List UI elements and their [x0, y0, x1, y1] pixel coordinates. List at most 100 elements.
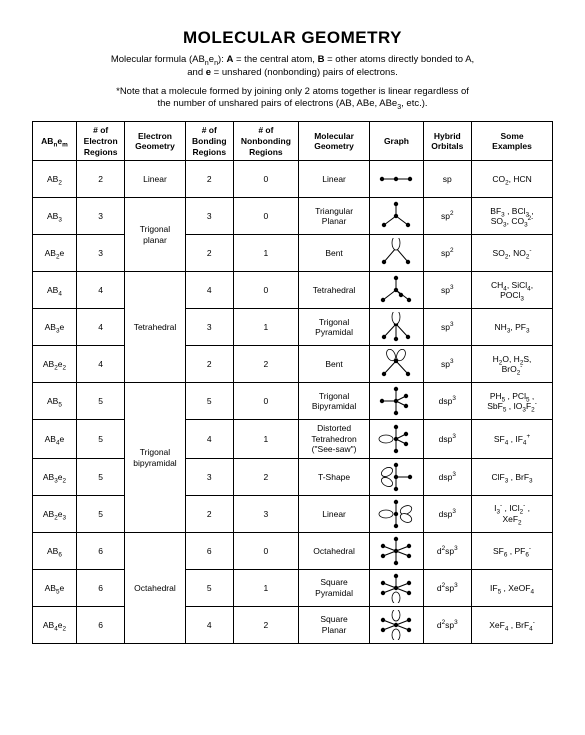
- cell-formula: AB5e: [33, 570, 77, 607]
- cell-nonbonding-regions: 2: [234, 346, 299, 383]
- cell-hybrid-orbitals: sp: [423, 161, 472, 198]
- cell-nonbonding-regions: 1: [234, 309, 299, 346]
- note: *Note that a molecule formed by joining …: [32, 86, 553, 112]
- cell-graph: [370, 420, 423, 459]
- cell-graph: [370, 496, 423, 533]
- cell-electron-regions: 4: [76, 272, 125, 309]
- h-formula: ABnem: [33, 122, 77, 161]
- cell-hybrid-orbitals: d2sp3: [423, 607, 472, 644]
- cell-electron-regions: 5: [76, 496, 125, 533]
- cell-electron-regions: 6: [76, 607, 125, 644]
- cell-bonding-regions: 3: [185, 459, 234, 496]
- cell-formula: AB3e2: [33, 459, 77, 496]
- cell-graph: [370, 383, 423, 420]
- cell-hybrid-orbitals: sp2: [423, 198, 472, 235]
- cell-electron-regions: 5: [76, 420, 125, 459]
- cell-hybrid-orbitals: sp3: [423, 309, 472, 346]
- cell-formula: AB2e: [33, 235, 77, 272]
- cell-bonding-regions: 2: [185, 161, 234, 198]
- cell-nonbonding-regions: 2: [234, 607, 299, 644]
- table-row: AB4e541DistortedTetrahedron("See-saw")ds…: [33, 420, 553, 459]
- h-electron-regions: # ofElectronRegions: [76, 122, 125, 161]
- cell-formula: AB4e: [33, 420, 77, 459]
- cell-examples: I3- , ICl2- ,XeF2: [472, 496, 553, 533]
- cell-nonbonding-regions: 0: [234, 533, 299, 570]
- table-row: AB33Trigonalplanar30TriangularPlanarsp2B…: [33, 198, 553, 235]
- h-examples: SomeExamples: [472, 122, 553, 161]
- cell-molecular-geometry: Tetrahedral: [298, 272, 370, 309]
- table-row: AB22Linear20LinearspCO2, HCN: [33, 161, 553, 198]
- cell-nonbonding-regions: 1: [234, 420, 299, 459]
- cell-electron-regions: 4: [76, 309, 125, 346]
- cell-nonbonding-regions: 3: [234, 496, 299, 533]
- cell-bonding-regions: 4: [185, 272, 234, 309]
- cell-electron-regions: 3: [76, 235, 125, 272]
- cell-nonbonding-regions: 0: [234, 198, 299, 235]
- cell-bonding-regions: 3: [185, 198, 234, 235]
- cell-graph: [370, 272, 423, 309]
- h-electron-geometry: ElectronGeometry: [125, 122, 185, 161]
- cell-electron-regions: 5: [76, 383, 125, 420]
- cell-electron-regions: 4: [76, 346, 125, 383]
- cell-bonding-regions: 2: [185, 346, 234, 383]
- cell-molecular-geometry: DistortedTetrahedron("See-saw"): [298, 420, 370, 459]
- cell-examples: H2O, H2S,BrO2-: [472, 346, 553, 383]
- table-row: AB44Tetrahedral40Tetrahedralsp3CH4, SiCl…: [33, 272, 553, 309]
- cell-electron-geometry: Trigonalplanar: [125, 198, 185, 272]
- h-molecular-geometry: MolecularGeometry: [298, 122, 370, 161]
- cell-graph: [370, 235, 423, 272]
- cell-graph: [370, 198, 423, 235]
- cell-examples: XeF4 , BrF4-: [472, 607, 553, 644]
- cell-graph: [370, 346, 423, 383]
- cell-formula: AB4: [33, 272, 77, 309]
- cell-formula: AB2e2: [33, 346, 77, 383]
- cell-graph: [370, 309, 423, 346]
- cell-nonbonding-regions: 1: [234, 570, 299, 607]
- table-row: AB4e2642SquarePlanard2sp3XeF4 , BrF4-: [33, 607, 553, 644]
- cell-molecular-geometry: TrigonalBipyramidal: [298, 383, 370, 420]
- cell-electron-geometry: Octahedral: [125, 533, 185, 644]
- cell-formula: AB4e2: [33, 607, 77, 644]
- cell-molecular-geometry: T-Shape: [298, 459, 370, 496]
- cell-molecular-geometry: Octahedral: [298, 533, 370, 570]
- cell-molecular-geometry: Linear: [298, 161, 370, 198]
- cell-bonding-regions: 2: [185, 496, 234, 533]
- cell-electron-geometry: Tetrahedral: [125, 272, 185, 383]
- cell-molecular-geometry: Bent: [298, 235, 370, 272]
- table-row: AB5e6 51SquarePyramidal d2sp3IF5 , XeOF4: [33, 570, 553, 607]
- cell-hybrid-orbitals: dsp3: [423, 459, 472, 496]
- cell-formula: AB6: [33, 533, 77, 570]
- cell-molecular-geometry: Linear: [298, 496, 370, 533]
- cell-bonding-regions: 5: [185, 570, 234, 607]
- cell-hybrid-orbitals: d2sp3: [423, 533, 472, 570]
- cell-hybrid-orbitals: sp3: [423, 272, 472, 309]
- cell-molecular-geometry: SquarePyramidal: [298, 570, 370, 607]
- cell-examples: IF5 , XeOF4: [472, 570, 553, 607]
- h-bonding-regions: # ofBondingRegions: [185, 122, 234, 161]
- cell-hybrid-orbitals: d2sp3: [423, 570, 472, 607]
- cell-hybrid-orbitals: sp2: [423, 235, 472, 272]
- cell-bonding-regions: 3: [185, 309, 234, 346]
- h-hybrid-orbitals: HybridOrbitals: [423, 122, 472, 161]
- cell-graph: [370, 459, 423, 496]
- cell-electron-geometry: Linear: [125, 161, 185, 198]
- cell-electron-regions: 6: [76, 570, 125, 607]
- cell-examples: SF6 , PF6-: [472, 533, 553, 570]
- cell-examples: CO2, HCN: [472, 161, 553, 198]
- cell-nonbonding-regions: 0: [234, 161, 299, 198]
- cell-bonding-regions: 4: [185, 420, 234, 459]
- cell-graph: [370, 533, 423, 570]
- cell-nonbonding-regions: 1: [234, 235, 299, 272]
- cell-formula: AB2: [33, 161, 77, 198]
- cell-bonding-regions: 6: [185, 533, 234, 570]
- cell-graph: [370, 161, 423, 198]
- cell-formula: AB3: [33, 198, 77, 235]
- cell-molecular-geometry: TrigonalPyramidal: [298, 309, 370, 346]
- cell-bonding-regions: 5: [185, 383, 234, 420]
- table-row: AB3e431TrigonalPyramidalsp3NH3, PF3: [33, 309, 553, 346]
- table-row: AB2e2422Bentsp3H2O, H2S,BrO2-: [33, 346, 553, 383]
- cell-hybrid-orbitals: sp3: [423, 346, 472, 383]
- geometry-table: ABnem # ofElectronRegions ElectronGeomet…: [32, 121, 553, 644]
- cell-graph: [370, 570, 423, 607]
- subtitle: Molecular formula (ABnen): A = the centr…: [32, 54, 553, 80]
